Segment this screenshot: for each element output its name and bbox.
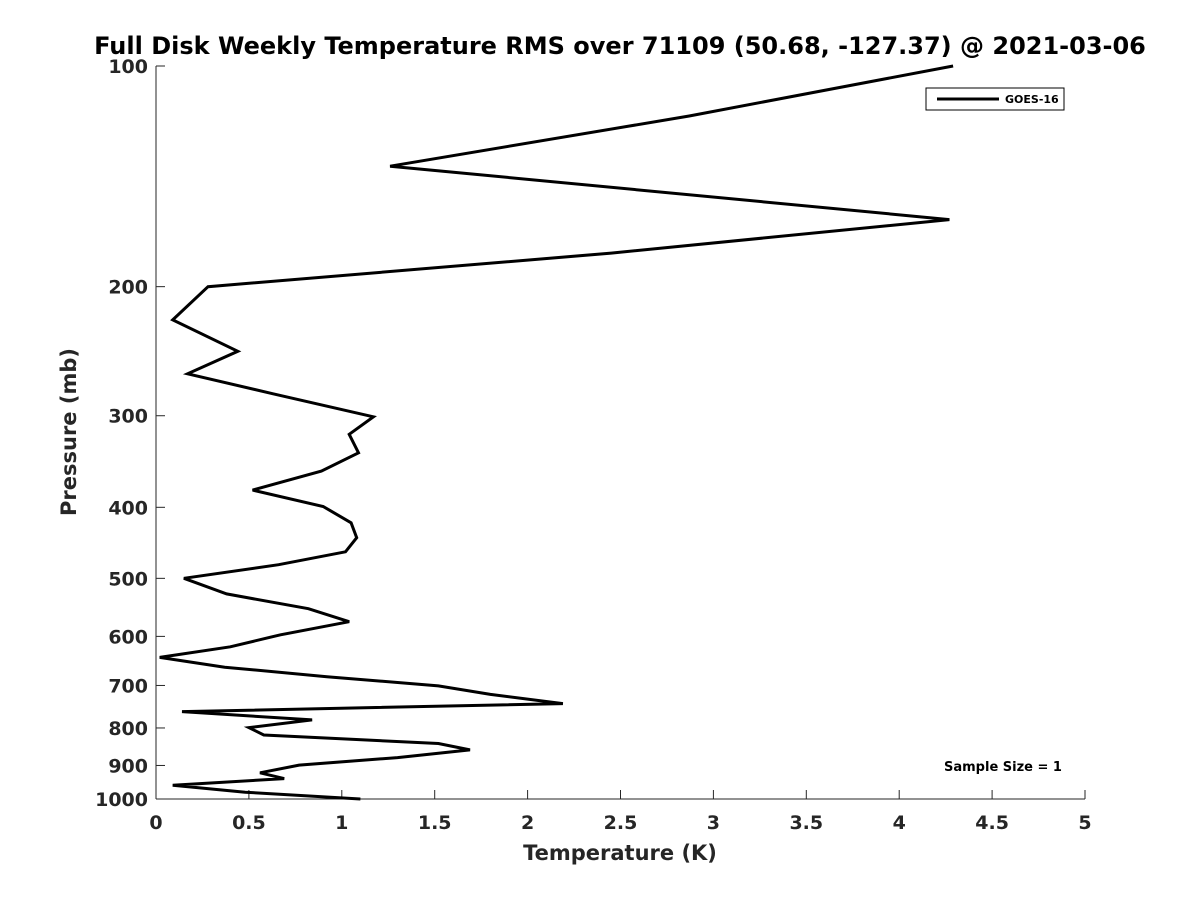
y-tick-label: 100: [108, 56, 148, 78]
y-tick-label: 1000: [95, 789, 148, 811]
chart-title: Full Disk Weekly Temperature RMS over 71…: [94, 32, 1146, 60]
x-tick-label: 3.5: [789, 812, 823, 834]
y-tick-label: 600: [108, 626, 148, 648]
legend: GOES-16: [925, 87, 1065, 111]
plot-axes: [155, 66, 1085, 800]
x-tick-label: 1.5: [418, 812, 452, 834]
y-tick-label: 800: [108, 718, 148, 740]
x-axis-label: Temperature (K): [523, 841, 717, 865]
tick-marks: [155, 65, 1086, 800]
x-tick-label: 4.5: [975, 812, 1009, 834]
x-tick-label: 5: [1078, 812, 1091, 834]
y-tick-label: 200: [108, 277, 148, 299]
x-tick-label: 1: [335, 812, 348, 834]
y-tick-label: 900: [108, 755, 148, 777]
x-tick-label: 3: [707, 812, 720, 834]
x-tick-labels: 0 0.5 1 1.5 2 2.5 3 3.5 4 4.5 5: [149, 812, 1091, 834]
y-tick-label: 700: [108, 675, 148, 697]
legend-label-goes-16: GOES-16: [1005, 93, 1059, 106]
x-tick-label: 2.5: [604, 812, 638, 834]
x-tick-label: 0: [149, 812, 162, 834]
y-tick-label: 300: [108, 406, 148, 428]
sample-size-annotation: Sample Size = 1: [944, 760, 1062, 775]
y-tick-label: 500: [108, 568, 148, 590]
series-lines: [159, 64, 954, 801]
y-tick-labels: 100 200 300 400 500 600 700 800 900 1000: [95, 56, 148, 811]
x-tick-label: 4: [893, 812, 906, 834]
series-line-goes-16: [159, 64, 954, 801]
x-tick-label: 2: [521, 812, 534, 834]
x-tick-label: 0.5: [232, 812, 266, 834]
y-axis-label: Pressure (mb): [57, 348, 81, 516]
y-tick-label: 400: [108, 497, 148, 519]
